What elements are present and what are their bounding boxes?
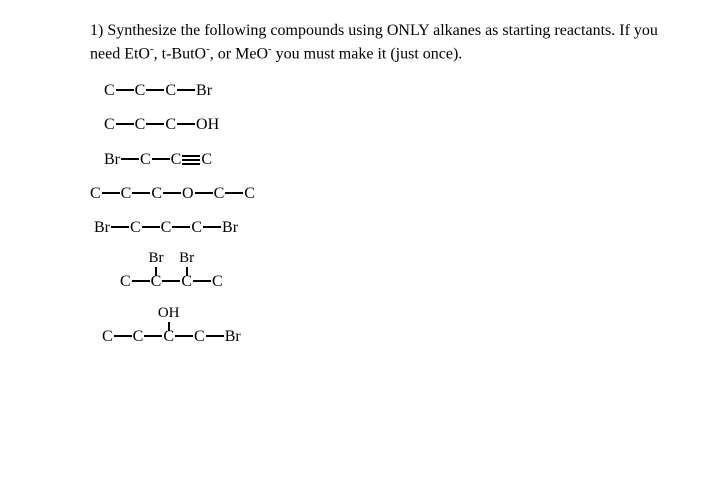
atom: C: [135, 83, 146, 99]
atom: C: [135, 117, 146, 133]
single-bond: [114, 335, 132, 337]
substituent: Br: [179, 251, 194, 266]
single-bond: [172, 226, 190, 228]
atom: C: [104, 83, 115, 99]
question-number: 1): [90, 22, 103, 39]
atom: C: [120, 274, 131, 290]
single-bond: [175, 335, 193, 337]
atom: C: [165, 83, 176, 99]
single-bond: [177, 89, 195, 91]
single-bond: [163, 192, 181, 194]
atom: C: [161, 220, 172, 236]
substituent: OH: [158, 306, 180, 321]
vertical-bond: [168, 322, 170, 331]
formula-7: C C OHC C Br: [102, 328, 688, 344]
single-bond: [132, 192, 150, 194]
question-text-c: , or MeO: [210, 45, 268, 62]
atom: C: [90, 186, 101, 202]
formula-1: C C C Br: [104, 83, 688, 99]
single-bond: [102, 192, 120, 194]
atom: OH: [196, 117, 219, 133]
atom: O: [182, 186, 194, 202]
formula-2: C C C OH: [104, 117, 688, 133]
atom: OHC: [163, 329, 174, 345]
formula-5: Br C C C Br: [94, 220, 688, 236]
atom: C: [212, 274, 223, 290]
atom: C: [194, 329, 205, 345]
atom: C: [201, 152, 212, 168]
question-text-d: you must make it (just once).: [272, 45, 463, 62]
atom: C: [191, 220, 202, 236]
atom: C: [104, 117, 115, 133]
single-bond: [177, 123, 195, 125]
single-bond: [121, 158, 139, 160]
atom: C: [130, 220, 141, 236]
atom: Br: [225, 329, 241, 345]
atom: C: [171, 152, 182, 168]
atom: BrC: [151, 274, 162, 290]
question: 1) Synthesize the following compounds us…: [90, 20, 688, 65]
single-bond: [195, 192, 213, 194]
atom: Br: [94, 220, 110, 236]
atom: C: [133, 329, 144, 345]
vertical-bond: [186, 267, 188, 276]
single-bond: [132, 280, 150, 282]
atom: C: [121, 186, 132, 202]
atom: Br: [196, 83, 212, 99]
formula-4: CCCOCC: [90, 186, 688, 202]
single-bond: [225, 192, 243, 194]
atom: C: [244, 186, 255, 202]
single-bond: [111, 226, 129, 228]
single-bond: [203, 226, 221, 228]
formula-3: Br C C C: [104, 151, 688, 167]
single-bond: [142, 226, 160, 228]
atom: C: [165, 117, 176, 133]
formula-6: C BrC BrC C: [120, 274, 688, 290]
substituent: Br: [149, 251, 164, 266]
single-bond: [152, 158, 170, 160]
atom: C: [140, 152, 151, 168]
vertical-bond: [155, 267, 157, 276]
atom: Br: [222, 220, 238, 236]
single-bond: [116, 89, 134, 91]
atom: C: [214, 186, 225, 202]
single-bond: [146, 123, 164, 125]
atom: BrC: [181, 274, 192, 290]
single-bond: [206, 335, 224, 337]
single-bond: [162, 280, 180, 282]
atom: C: [151, 186, 162, 202]
question-text-b: , t-ButO: [154, 45, 206, 62]
single-bond: [144, 335, 162, 337]
atom: Br: [104, 152, 120, 168]
atom: C: [102, 329, 113, 345]
single-bond: [193, 280, 211, 282]
single-bond: [116, 123, 134, 125]
single-bond: [146, 89, 164, 91]
